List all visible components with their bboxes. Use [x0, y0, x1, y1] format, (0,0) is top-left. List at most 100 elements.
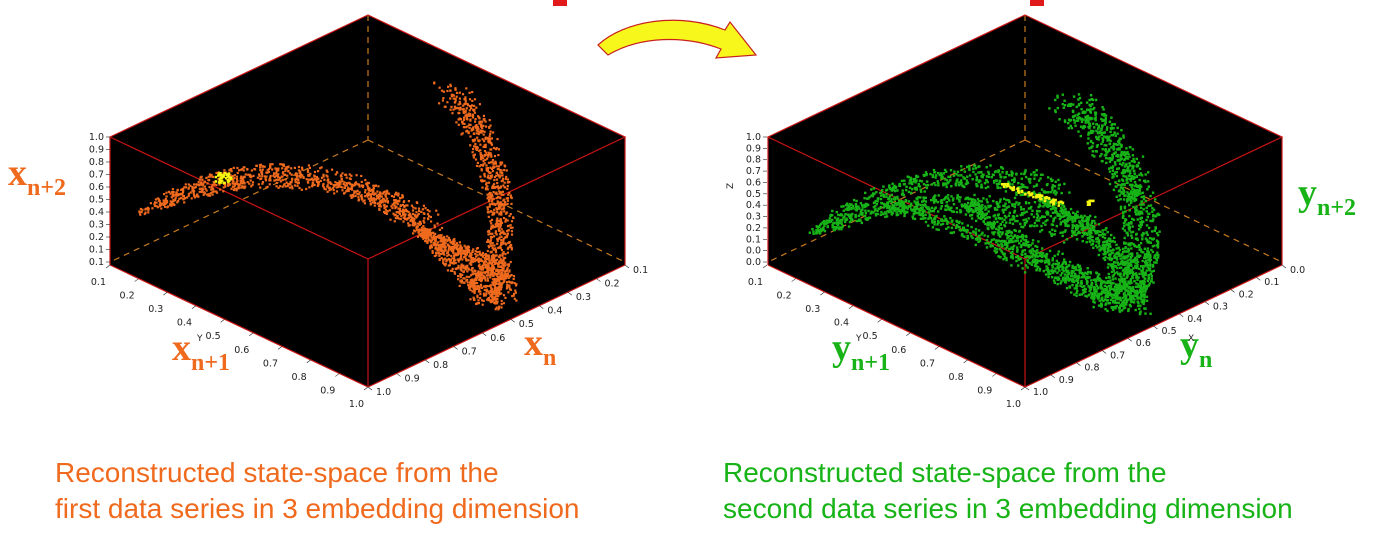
attractor-point	[144, 211, 147, 214]
attractor-point	[489, 133, 492, 136]
attractor-point	[377, 185, 380, 188]
attractor-point	[171, 202, 174, 205]
attractor-point	[475, 258, 478, 261]
attractor-point	[490, 289, 493, 292]
attractor-point	[439, 240, 442, 243]
attractor-point	[1145, 256, 1148, 259]
attractor-point	[1129, 179, 1133, 182]
attractor-point	[944, 205, 947, 208]
attractor-point	[486, 265, 489, 268]
attractor-point	[493, 262, 496, 265]
attractor-point	[1075, 287, 1078, 290]
attractor-point	[473, 269, 476, 272]
attractor-point	[842, 209, 845, 212]
attractor-point	[487, 258, 490, 261]
attractor-point	[508, 245, 511, 248]
attractor-point	[291, 187, 294, 190]
attractor-point	[305, 187, 308, 191]
attractor-point	[459, 276, 462, 279]
attractor-point	[331, 168, 334, 171]
attractor-point	[488, 126, 491, 129]
attractor-point	[451, 246, 455, 249]
attractor-point	[257, 183, 260, 186]
attractor-point	[471, 151, 474, 154]
attractor-point	[1089, 111, 1092, 114]
y-tick-mark	[105, 264, 111, 269]
attractor-point	[1086, 225, 1090, 228]
attractor-point	[322, 182, 325, 186]
attractor-point	[370, 188, 373, 191]
attractor-point	[919, 206, 922, 210]
attractor-point	[488, 292, 491, 295]
attractor-point	[1088, 226, 1092, 230]
attractor-point	[457, 264, 460, 267]
attractor-point	[500, 241, 503, 244]
attractor-point	[440, 245, 443, 248]
attractor-point	[1072, 118, 1076, 122]
attractor-point	[497, 265, 500, 268]
attractor-point	[445, 260, 448, 263]
attractor-point	[490, 237, 493, 240]
attractor-point	[235, 181, 238, 184]
attractor-point	[480, 267, 483, 271]
attractor-point	[1113, 240, 1116, 244]
attractor-point	[190, 197, 193, 200]
attractor-point	[496, 290, 499, 294]
attractor-point	[949, 175, 952, 179]
attractor-point	[389, 218, 392, 221]
attractor-point	[1080, 293, 1084, 296]
attractor-point	[1064, 229, 1067, 232]
attractor-point	[995, 241, 998, 244]
attractor-point	[492, 257, 496, 260]
attractor-point	[1105, 128, 1109, 131]
attractor-point	[1129, 279, 1132, 282]
attractor-point	[1123, 224, 1126, 228]
attractor-point	[313, 183, 316, 187]
attractor-point	[435, 251, 438, 254]
attractor-point	[1123, 292, 1126, 295]
attractor-point	[505, 197, 508, 200]
attractor-point	[1043, 215, 1046, 218]
y-tick-mark	[306, 359, 311, 364]
attractor-point	[482, 118, 485, 121]
attractor-point	[1015, 259, 1018, 263]
attractor-point	[508, 288, 512, 291]
attractor-point	[1105, 153, 1108, 156]
attractor-point	[491, 278, 495, 281]
attractor-point	[497, 154, 500, 157]
attractor-point	[377, 205, 381, 208]
attractor-point	[500, 306, 503, 309]
attractor-point	[488, 205, 491, 208]
attractor-point	[508, 214, 511, 218]
attractor-point	[1143, 307, 1146, 310]
attractor-point	[966, 224, 969, 227]
attractor-point	[1071, 110, 1075, 114]
attractor-point	[478, 252, 481, 256]
attractor-point	[1080, 280, 1083, 283]
attractor-point	[462, 270, 465, 273]
attractor-point	[1149, 255, 1152, 258]
attractor-point	[416, 228, 419, 231]
attractor-point	[471, 290, 474, 293]
attractor-point	[1138, 248, 1141, 251]
attractor-point	[503, 210, 506, 213]
attractor-point	[487, 297, 491, 300]
attractor-point	[493, 280, 496, 283]
attractor-point	[498, 190, 501, 193]
attractor-point	[471, 116, 475, 119]
attractor-point	[495, 197, 498, 200]
attractor-point	[471, 273, 474, 276]
attractor-point	[844, 213, 847, 216]
attractor-point	[165, 195, 168, 198]
attractor-point	[1076, 232, 1080, 235]
attractor-point	[1138, 167, 1142, 170]
attractor-point	[486, 154, 489, 157]
attractor-point	[1034, 260, 1038, 263]
attractor-point	[328, 189, 331, 192]
attractor-point	[976, 214, 979, 218]
attractor-point	[368, 199, 372, 202]
attractor-point	[490, 210, 493, 213]
attractor-point	[999, 186, 1002, 189]
attractor-point	[313, 178, 317, 181]
attractor-point	[483, 155, 486, 158]
